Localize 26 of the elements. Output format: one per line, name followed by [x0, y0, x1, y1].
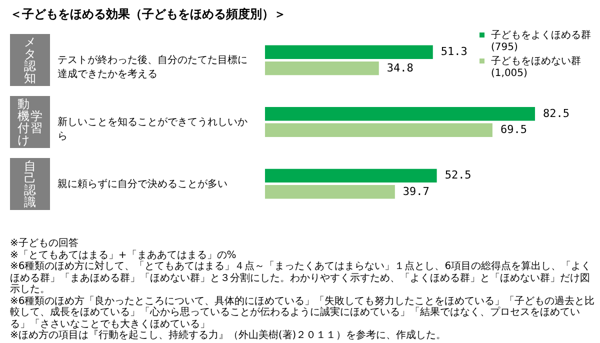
- bar: [265, 184, 395, 199]
- legend-label: 子どもをよくほめる群 (795): [491, 29, 591, 53]
- bar: [265, 168, 437, 183]
- legend-label: 子どもをほめない群 (1,005): [491, 55, 581, 79]
- text: ※6種類のほめ方に対して、「とてもあてはまる」４点～「まったくあてはまらない」１点とし、6項目の総得点を算出し、「よくほめる群」「まあほめる群」「ほめない群」と３分割にした。わかりやすく示すため、「よくほめる群」と「ほめない群」だけ図示した。: [10, 261, 592, 296]
- text: ※ほめ方の項目は『行動を起こし、持続する力』（外山美樹(著)２０１１）を参考に、作成した。: [10, 330, 448, 342]
- text: ＜子どもをほめる効果（子どもをほめる頻度別）＞: [10, 6, 286, 23]
- y-tick-label: 新しいことを知ることができてうれしいから: [58, 116, 248, 142]
- bar: [265, 107, 535, 121]
- text: 学習動機付け: [18, 96, 42, 147]
- y-tick-label: 親に頼らずに自分で決めることが多い: [58, 178, 228, 190]
- bar: [265, 123, 492, 137]
- data-label: 69.5: [500, 123, 527, 136]
- data-label: 34.8: [386, 61, 414, 74]
- data-label: 82.5: [543, 106, 570, 120]
- data-label: 52.5: [444, 168, 472, 182]
- text: ※子どもの回答: [10, 238, 80, 250]
- bar: [265, 61, 379, 76]
- y-tick-label: テストが終わった後、自分のたてた目標に達成できたかを考える: [58, 54, 248, 80]
- text: メタ認知: [24, 35, 36, 86]
- data-label: 51.3: [440, 45, 468, 58]
- text: ※6種類のほめ方「良かったところについて、具体的にほめている」「失敗しても努力したことをほめている」「子どもの過去と比較して、成長をほめている」「心から思っていることが伝わるように誠実にほめている」「結果ではなく、プロセスをほめている」「ささいなことでも大きくほめている」: [10, 296, 595, 330]
- data-label: 39.7: [402, 184, 430, 198]
- text: 自己認識: [24, 158, 36, 209]
- bar: [265, 45, 433, 60]
- text: ※「とてもあてはまる」+「まああてはまる」の%: [10, 250, 238, 260]
